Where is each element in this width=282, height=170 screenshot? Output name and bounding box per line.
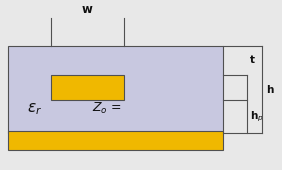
- Text: $Z_o$ =: $Z_o$ =: [92, 101, 122, 116]
- Text: h: h: [266, 85, 273, 95]
- Text: $\varepsilon_r$: $\varepsilon_r$: [27, 101, 42, 117]
- Bar: [51, 74, 124, 100]
- Text: h$_p$: h$_p$: [250, 109, 264, 124]
- Text: t: t: [250, 55, 255, 65]
- Bar: [8, 131, 223, 150]
- Text: w: w: [82, 3, 93, 16]
- Bar: [8, 46, 223, 133]
